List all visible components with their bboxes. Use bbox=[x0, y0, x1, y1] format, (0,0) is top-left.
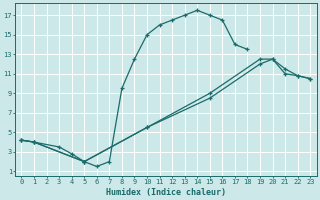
X-axis label: Humidex (Indice chaleur): Humidex (Indice chaleur) bbox=[106, 188, 226, 197]
